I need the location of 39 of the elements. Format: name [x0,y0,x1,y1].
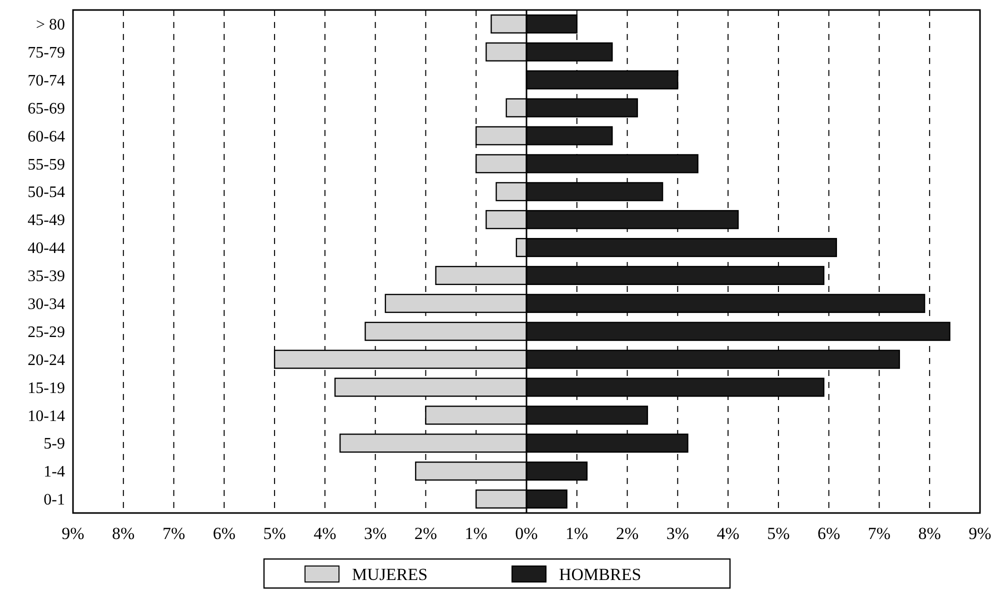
y-tick-label: 70-74 [28,72,65,90]
x-tick-label: 3% [666,524,690,543]
y-tick-label: 0-1 [44,492,65,509]
x-tick-label: 2% [414,524,438,543]
x-tick-label: 5% [767,524,790,543]
x-tick-label: 1% [566,524,588,543]
legend-label: HOMBRES [559,565,642,584]
y-tick-label: > 80 [36,16,65,34]
x-tick-label: 8% [918,524,941,543]
y-tick-label: 50-54 [28,184,65,202]
y-tick-label: 25-29 [28,324,65,341]
x-tick-label: 7% [162,524,186,543]
x-tick-label: 9% [62,524,84,543]
x-tick-label: 3% [364,524,387,543]
y-tick-label: 60-64 [28,128,65,146]
y-tick-label: 10-14 [28,408,65,425]
x-tick-label: 6% [212,524,236,543]
x-tick-label: 9% [968,524,992,543]
x-tick-label: 8% [112,524,135,543]
y-tick-label: 55-59 [28,156,65,174]
x-tick-label: 4% [716,524,740,543]
x-tick-label: 1% [464,524,488,543]
y-tick-label: 15-19 [28,380,65,397]
y-tick-label: 35-39 [28,268,65,286]
legend-label: MUJERES [352,565,428,584]
x-tick-label: 7% [868,524,891,543]
y-tick-label: 30-34 [28,296,65,314]
x-tick-label: 5% [263,524,286,543]
y-tick-label: 1-4 [44,464,65,481]
y-tick-label: 45-49 [28,212,65,230]
x-tick-label: 0% [515,524,538,543]
x-tick-label: 4% [314,524,336,543]
y-tick-label: 5-9 [44,436,65,453]
y-tick-label: 20-24 [28,352,65,369]
y-tick-label: 40-44 [28,240,65,258]
y-tick-label: 75-79 [28,44,65,62]
y-tick-label: 65-69 [28,100,65,118]
x-tick-label: 2% [616,524,639,543]
x-tick-label: 6% [817,524,840,543]
